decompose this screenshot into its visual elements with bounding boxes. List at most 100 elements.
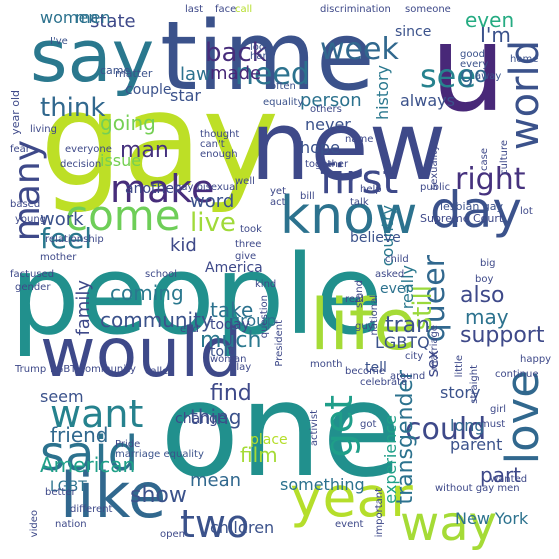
cloud-word: part bbox=[480, 463, 522, 487]
cloud-word: another bbox=[125, 181, 180, 197]
cloud-word: lot bbox=[520, 206, 533, 217]
cloud-word: new bbox=[250, 92, 447, 202]
cloud-word: would bbox=[40, 314, 243, 393]
cloud-word: case bbox=[479, 148, 490, 171]
cloud-word: kid bbox=[170, 235, 197, 256]
cloud-word: continue bbox=[495, 369, 539, 380]
cloud-word: got bbox=[360, 419, 377, 430]
cloud-word: man bbox=[120, 138, 169, 163]
cloud-word: told bbox=[210, 344, 237, 360]
cloud-word: boy bbox=[475, 274, 494, 285]
cloud-word: nation bbox=[55, 519, 87, 530]
cloud-word: child bbox=[385, 254, 409, 265]
cloud-word: equality bbox=[263, 97, 304, 108]
cloud-word: always bbox=[400, 91, 455, 110]
cloud-word: discrimination bbox=[320, 4, 391, 15]
cloud-word: open bbox=[160, 529, 185, 540]
cloud-word: first bbox=[320, 157, 399, 203]
cloud-word: get bbox=[317, 395, 361, 458]
cloud-word: year old bbox=[9, 90, 22, 135]
cloud-word: matter bbox=[115, 67, 153, 80]
cloud-word: Pride bbox=[115, 439, 141, 450]
cloud-word: believe bbox=[350, 230, 401, 246]
cloud-word: issue bbox=[100, 151, 142, 170]
cloud-word: something bbox=[280, 475, 365, 494]
cloud-word: young bbox=[15, 214, 47, 225]
cloud-word: today bbox=[210, 317, 250, 333]
cloud-word: called bbox=[145, 366, 175, 377]
cloud-word: New York bbox=[455, 509, 529, 528]
cloud-word: fact bbox=[10, 269, 30, 280]
cloud-word: away bbox=[475, 71, 502, 82]
cloud-word: thing bbox=[190, 405, 242, 429]
cloud-word: school bbox=[145, 269, 178, 280]
cloud-word: work bbox=[40, 209, 84, 230]
cloud-word: community bbox=[100, 308, 213, 332]
cloud-word: tell bbox=[365, 360, 387, 376]
cloud-word: one bbox=[160, 354, 402, 506]
cloud-word: since bbox=[395, 24, 432, 40]
cloud-word: I've bbox=[50, 36, 68, 47]
cloud-word: someone bbox=[405, 4, 451, 15]
cloud-word: good bbox=[460, 49, 485, 60]
cloud-word: live bbox=[190, 208, 236, 238]
cloud-word: show bbox=[130, 483, 187, 508]
cloud-word: wanted bbox=[490, 474, 528, 485]
cloud-word: take bbox=[210, 298, 254, 322]
cloud-word: law bbox=[180, 64, 211, 85]
cloud-word: LGBT community bbox=[50, 364, 136, 375]
cloud-word: everyone bbox=[65, 144, 112, 155]
cloud-word: act bbox=[270, 197, 286, 208]
cloud-word: friend bbox=[50, 423, 109, 447]
cloud-word: I'm bbox=[480, 23, 511, 47]
cloud-word: name bbox=[345, 134, 374, 145]
cloud-word: American bbox=[40, 453, 136, 477]
cloud-word: important bbox=[374, 488, 385, 538]
cloud-word: people bbox=[10, 231, 383, 359]
cloud-word: gender bbox=[15, 282, 51, 293]
cloud-word: hope bbox=[300, 138, 340, 157]
cloud-word: feel bbox=[40, 222, 93, 255]
cloud-word: mother bbox=[40, 252, 77, 263]
cloud-word: city bbox=[405, 351, 424, 362]
cloud-word: others bbox=[310, 104, 342, 115]
cloud-word: used bbox=[30, 269, 55, 280]
cloud-word: marriage bbox=[429, 325, 440, 371]
cloud-word: yet bbox=[270, 186, 286, 197]
cloud-word: state bbox=[90, 11, 136, 32]
cloud-word: big bbox=[480, 258, 496, 269]
cloud-word: said bbox=[40, 426, 139, 482]
cloud-word: thought bbox=[200, 129, 240, 140]
cloud-word: end bbox=[180, 324, 199, 335]
cloud-word: together bbox=[305, 159, 349, 170]
cloud-word: find bbox=[210, 381, 252, 406]
cloud-word: story bbox=[440, 383, 481, 402]
cloud-word: guy bbox=[355, 321, 374, 332]
cloud-word: star bbox=[170, 86, 201, 105]
cloud-word: question bbox=[259, 295, 270, 339]
cloud-word: know bbox=[280, 186, 418, 246]
cloud-word: asked bbox=[375, 269, 405, 280]
cloud-word: like bbox=[60, 459, 167, 532]
cloud-word: President bbox=[274, 320, 285, 367]
cloud-word: ever bbox=[380, 281, 412, 297]
cloud-word: kind bbox=[255, 279, 277, 290]
cloud-word: day bbox=[430, 181, 522, 239]
cloud-word: way bbox=[400, 496, 498, 552]
cloud-word: LGBT bbox=[50, 479, 87, 495]
cloud-word: different bbox=[70, 504, 113, 515]
cloud-word: lesbian gay bbox=[440, 200, 504, 213]
cloud-word: go bbox=[460, 63, 488, 88]
cloud-word: mean bbox=[190, 470, 242, 491]
cloud-word: give bbox=[235, 251, 257, 262]
cloud-word: may bbox=[465, 305, 509, 329]
cloud-word: children bbox=[210, 518, 275, 537]
cloud-word: call bbox=[235, 4, 253, 15]
cloud-word: time bbox=[160, 2, 375, 112]
cloud-word: home bbox=[510, 54, 539, 65]
cloud-word: celebrate bbox=[360, 377, 408, 388]
cloud-word: first bbox=[320, 157, 399, 203]
cloud-word: play bbox=[230, 362, 252, 373]
cloud-word: without gay men bbox=[435, 483, 520, 494]
cloud-word: also bbox=[460, 283, 505, 308]
